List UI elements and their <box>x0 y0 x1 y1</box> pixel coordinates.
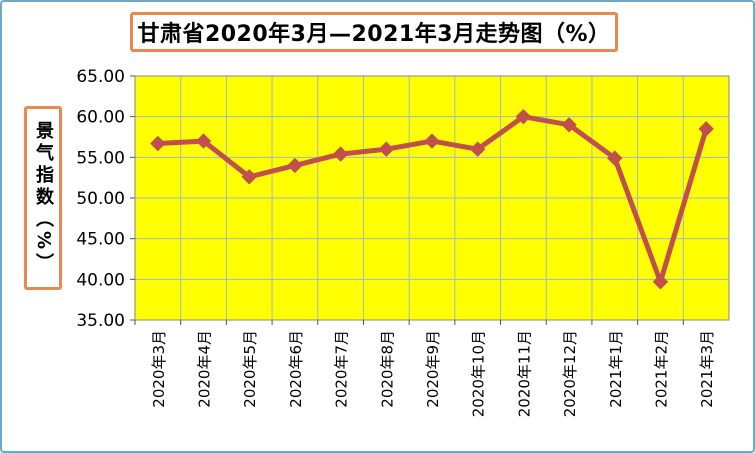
x-tick-label: 2021年2月 <box>652 330 670 408</box>
data-point-marker <box>287 157 303 174</box>
y-axis: 35.00 40.00 45.00 50.00 55.00 60.00 65.00 <box>76 67 135 331</box>
y-tick-label: 55.00 <box>76 148 125 168</box>
data-point-marker <box>607 150 623 166</box>
data-point-marker <box>332 146 349 162</box>
y-tick-label: 40.00 <box>76 270 125 290</box>
y-tick-label: 45.00 <box>76 230 125 250</box>
x-tick-label: 2021年1月 <box>607 330 625 408</box>
x-tick-label: 2021年3月 <box>698 330 716 408</box>
x-tick-label: 2020年3月 <box>150 330 168 408</box>
y-axis-label: 景气指数（%） <box>33 120 54 276</box>
data-point-marker <box>469 141 486 157</box>
y-tick-label: 60.00 <box>76 108 125 128</box>
data-point-marker <box>150 135 166 152</box>
data-point-marker <box>515 108 532 125</box>
x-tick-label: 2020年12月 <box>561 330 579 417</box>
data-point-marker <box>698 121 714 137</box>
data-series <box>150 108 714 290</box>
x-tick-label: 2020年5月 <box>241 330 259 408</box>
chart-title: 甘肃省2020年3月—2021年3月走势图（%） <box>137 22 611 47</box>
data-point-marker <box>241 169 257 185</box>
x-tick-label: 2020年8月 <box>378 330 396 408</box>
data-point-marker <box>561 117 577 133</box>
data-point-marker <box>195 133 212 149</box>
y-tick-label: 50.00 <box>76 189 125 209</box>
data-point-marker <box>424 133 440 149</box>
x-tick-label: 2020年11月 <box>515 330 533 417</box>
x-tick-label: 2020年4月 <box>196 330 214 408</box>
x-tick-label: 2020年10月 <box>470 330 488 417</box>
x-tick-label: 2020年6月 <box>287 330 305 408</box>
data-point-marker <box>652 274 669 290</box>
x-axis: 2020年3月 2020年4月 2020年5月 2020年6月 2020年7月 2020年… <box>134 320 716 417</box>
chart-title-box: 甘肃省2020年3月—2021年3月走势图（%） <box>130 12 618 52</box>
data-point-marker <box>378 141 395 157</box>
y-axis-label-box: 景气指数（%） <box>24 106 62 290</box>
y-tick-label: 35.00 <box>76 311 125 331</box>
y-tick-label: 65.00 <box>76 67 125 87</box>
x-tick-label: 2020年7月 <box>333 330 351 408</box>
x-tick-label: 2020年9月 <box>424 330 442 408</box>
